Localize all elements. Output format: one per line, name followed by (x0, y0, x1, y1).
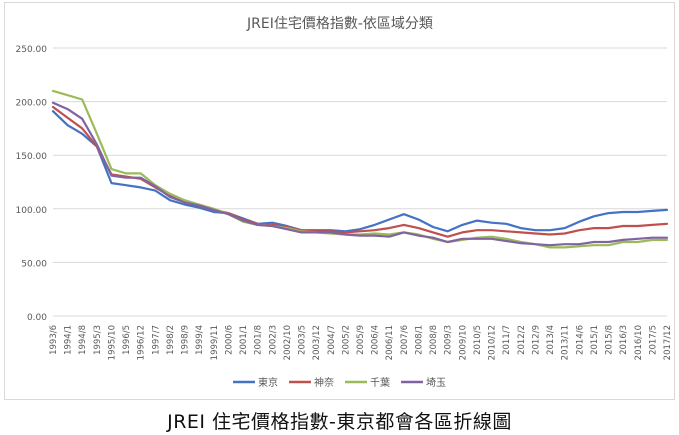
x-tick-label: 2008/1 (414, 325, 424, 355)
x-tick-label: 2006/4 (371, 325, 381, 355)
x-tick-label: 1995/10 (107, 325, 117, 360)
figure-caption: JREI 住宅價格指數-東京都會各區折線圖 (167, 411, 512, 433)
x-tick-label: 1999/11 (210, 325, 220, 360)
x-tick-label: 2001/8 (254, 325, 264, 355)
x-tick-label: 2005/2 (341, 325, 351, 355)
y-tick-label: 0.00 (27, 313, 47, 323)
x-tick-label: 2005/9 (356, 325, 366, 355)
x-tick-label: 1999/4 (195, 325, 205, 355)
series-line-kanagawa (51, 105, 669, 238)
x-tick-label: 2014/6 (575, 325, 585, 355)
x-tick-label: 2015/8 (605, 325, 615, 355)
x-tick-label: 1994/8 (78, 325, 88, 355)
x-tick-label: 2016/3 (619, 325, 629, 355)
x-tick-label: 2002/10 (283, 325, 293, 360)
x-tick-label: 2017/12 (663, 325, 673, 360)
x-tick-label: 1994/1 (64, 325, 74, 355)
y-tick-label: 250.00 (16, 45, 48, 55)
y-tick-label: 200.00 (16, 99, 48, 109)
x-tick-label: 2013/4 (546, 325, 556, 355)
x-tick-label: 1998/9 (181, 325, 191, 355)
x-tick-label: 2016/10 (634, 325, 644, 360)
x-tick-label: 2010/12 (488, 325, 498, 360)
x-tick-label: 2003/12 (312, 325, 322, 360)
x-tick-label: 2017/5 (648, 325, 658, 355)
x-tick-label: 2003/5 (298, 325, 308, 355)
x-tick-label: 1996/5 (122, 325, 132, 355)
y-tick-label: 150.00 (16, 152, 48, 162)
series-line-saitama (51, 101, 669, 247)
x-tick-label: 2002/3 (268, 325, 278, 355)
x-tick-label: 1996/12 (137, 325, 147, 360)
legend-label-saitama: 埼玉 (426, 376, 446, 389)
legend-label-tokyo: 東京 (258, 376, 278, 389)
x-tick-label: 2013/11 (561, 325, 571, 360)
x-tick-label: 2004/7 (327, 325, 337, 355)
x-tick-label: 2012/2 (517, 325, 527, 355)
x-tick-label: 1997/7 (151, 325, 161, 355)
x-tick-label: 2009/10 (458, 325, 468, 360)
y-tick-label: 100.00 (16, 206, 48, 216)
x-tick-label: 2010/5 (473, 325, 483, 355)
x-tick-label: 2015/1 (590, 325, 600, 355)
x-tick-label: 2011/7 (502, 325, 512, 355)
x-tick-label: 1995/3 (93, 325, 103, 355)
chart-title: JREI住宅價格指數-依區域分類 (246, 15, 433, 32)
x-tick-label: 2000/6 (224, 325, 234, 355)
x-tick-label: 2008/8 (429, 325, 439, 355)
x-tick-label: 2006/11 (385, 325, 395, 360)
x-tick-label: 2007/6 (400, 325, 410, 355)
chart-frame: JREI住宅價格指數-依區域分類 0.00 50.00 100.00 150.00 20… (4, 2, 675, 400)
x-tick-label: 2001/1 (239, 325, 249, 355)
x-tick-label: 1993/6 (49, 325, 59, 355)
x-tick-label: 2012/9 (531, 325, 541, 355)
line-chart: JREI住宅價格指數-依區域分類 0.00 50.00 100.00 150.00 20… (16, 15, 674, 389)
series-line-tokyo (51, 110, 669, 233)
legend-label-chiba: 千葉 (370, 376, 390, 389)
legend-label-kanagawa: 神奈 (314, 376, 334, 389)
y-tick-label: 50.00 (21, 259, 47, 269)
x-tick-label: 1998/2 (166, 325, 176, 355)
x-tick-label: 2009/3 (444, 325, 454, 355)
